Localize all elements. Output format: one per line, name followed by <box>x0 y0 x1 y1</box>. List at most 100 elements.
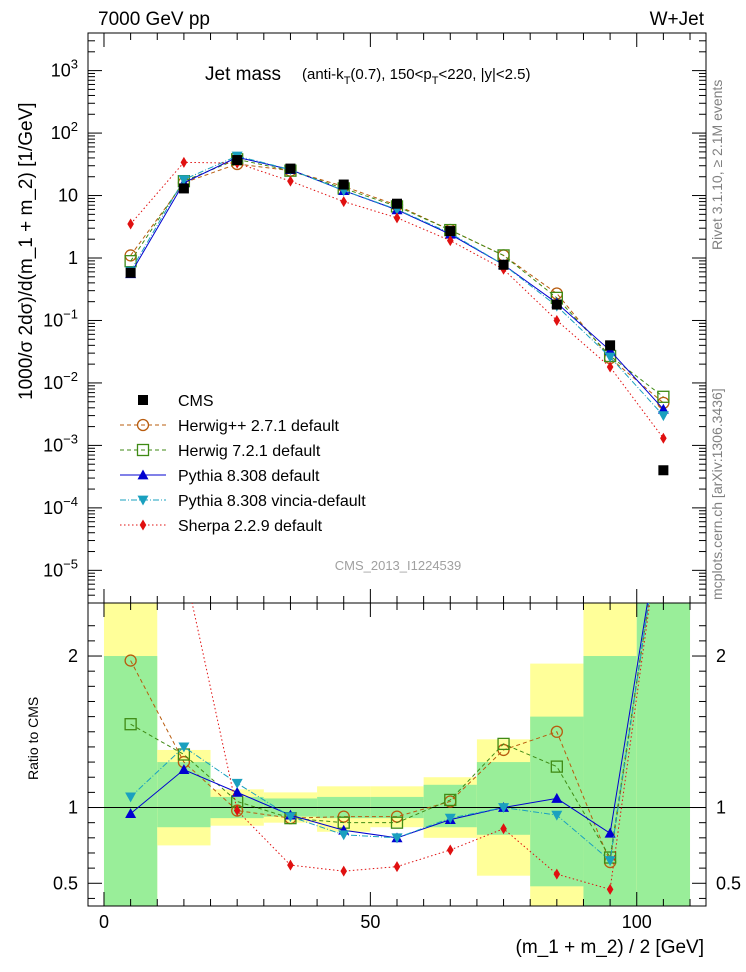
series-marker <box>125 808 137 818</box>
series-marker <box>444 793 457 807</box>
series-line <box>130 158 664 398</box>
series-marker <box>340 196 348 208</box>
series-marker <box>606 361 614 373</box>
x-tick-label: 50 <box>360 912 380 932</box>
x-tick-label: 0 <box>99 912 109 932</box>
y-tick-exp: −4 <box>63 494 78 509</box>
ratio-tick-label: 0.5 <box>53 873 78 893</box>
series-marker <box>392 198 402 209</box>
series-marker <box>180 156 188 168</box>
legend-label: Sherpa 2.2.9 default <box>178 518 323 535</box>
band-inner <box>583 656 637 906</box>
y-tick-exp: −3 <box>63 431 78 446</box>
series-marker <box>657 403 669 414</box>
ratio-tick-label: 1 <box>68 798 78 818</box>
series-marker <box>137 469 149 480</box>
y-tick-exp: 2 <box>71 119 78 134</box>
series-marker <box>553 868 561 880</box>
series-marker <box>178 175 190 186</box>
legend-label: Herwig 7.2.1 default <box>178 443 321 460</box>
plot-title: Jet mass <box>205 64 281 85</box>
ratio-tick-label-right: 2 <box>716 646 726 666</box>
series-marker <box>498 259 509 270</box>
series-marker <box>285 163 296 174</box>
rivet-label: Rivet 3.1.10, ≥ 2.1M events <box>709 80 725 250</box>
series-marker <box>551 299 562 310</box>
y-tick-label: 10−4 <box>43 494 78 518</box>
y-tick-base: 10 <box>43 373 63 393</box>
series-marker <box>232 155 243 166</box>
series-marker <box>178 183 189 194</box>
series-marker <box>604 352 616 363</box>
y-axis-label: 1000/σ 2dσ)/d(m_1 + m_2) [1/GeV] <box>16 102 37 400</box>
series-marker <box>446 235 454 247</box>
ratio-tick-label: 2 <box>68 646 78 666</box>
energy-label: 7000 GeV pp <box>98 9 210 30</box>
series-marker <box>138 395 148 405</box>
series-marker <box>657 411 669 422</box>
series-marker <box>604 856 616 867</box>
y-tick-exp: −2 <box>63 369 78 384</box>
y-tick-exp: −5 <box>63 556 78 571</box>
x-tick-label: 100 <box>622 912 652 932</box>
series-marker <box>550 760 563 773</box>
y-tick-base: 10 <box>43 560 63 580</box>
series-marker <box>445 226 456 237</box>
legend: CMS Herwig++ 2.7.1 default Herwig 7.2.1 de… <box>120 393 366 535</box>
series-marker <box>497 737 510 751</box>
y-tick-base: 10 <box>43 435 63 455</box>
series-marker <box>136 418 150 432</box>
ratio-tick-label-right: 1 <box>716 798 726 818</box>
series-line <box>130 156 664 410</box>
series-marker <box>127 45 134 56</box>
series-marker <box>604 827 616 838</box>
y-tick-exp: −1 <box>63 306 78 321</box>
main-series <box>124 151 670 476</box>
series-marker <box>658 465 669 476</box>
series-marker <box>124 654 137 667</box>
series-marker <box>181 560 188 571</box>
plot-subtitle: (anti-kT(0.7), 150<pT<220, |y|<2.5) <box>302 66 531 87</box>
x-axis-label: (m_1 + m_2) / 2 [GeV] <box>516 937 705 958</box>
series-marker <box>393 861 401 873</box>
series-line <box>130 161 664 439</box>
series-marker <box>139 519 147 531</box>
series-marker <box>551 792 563 803</box>
series-marker <box>605 340 616 351</box>
y-tick-label: 10−5 <box>43 556 78 580</box>
y-tick-base: 10 <box>43 498 63 518</box>
analysis-watermark: CMS_2013_I1224539 <box>335 558 462 573</box>
series-marker <box>125 792 137 803</box>
series-marker <box>287 859 294 871</box>
y-tick-label: 103 <box>51 57 78 81</box>
series-marker <box>606 883 614 895</box>
series-marker <box>446 844 454 856</box>
y-tick-label: 10−1 <box>43 306 78 330</box>
series-marker <box>390 816 404 829</box>
series-marker <box>124 718 137 731</box>
ratio-line <box>130 603 650 859</box>
y-tick-label: 1 <box>68 248 78 268</box>
y-tick-label: 102 <box>51 119 78 143</box>
series-marker <box>553 314 561 326</box>
ratio-line <box>130 603 650 864</box>
series-marker <box>551 810 563 821</box>
series-marker <box>231 786 243 797</box>
band-inner <box>103 656 158 906</box>
series-marker <box>137 495 149 506</box>
y-tick-label: 10−3 <box>43 431 78 455</box>
legend-label: Herwig++ 2.7.1 default <box>178 418 340 435</box>
y-tick-base: 10 <box>43 310 63 330</box>
series-marker <box>231 778 243 789</box>
series-marker <box>657 390 670 403</box>
series-marker <box>125 267 136 278</box>
y-tick-label: 10−2 <box>43 369 78 393</box>
series-marker <box>391 833 403 844</box>
legend-label: CMS <box>178 393 214 410</box>
series-marker <box>127 218 134 230</box>
y-tick-base: 10 <box>51 61 71 81</box>
series-marker <box>338 830 350 841</box>
process-label: W+Jet <box>650 9 705 30</box>
mcplots-label: mcplots.cern.ch [arXiv:1306.3436] <box>709 388 725 600</box>
